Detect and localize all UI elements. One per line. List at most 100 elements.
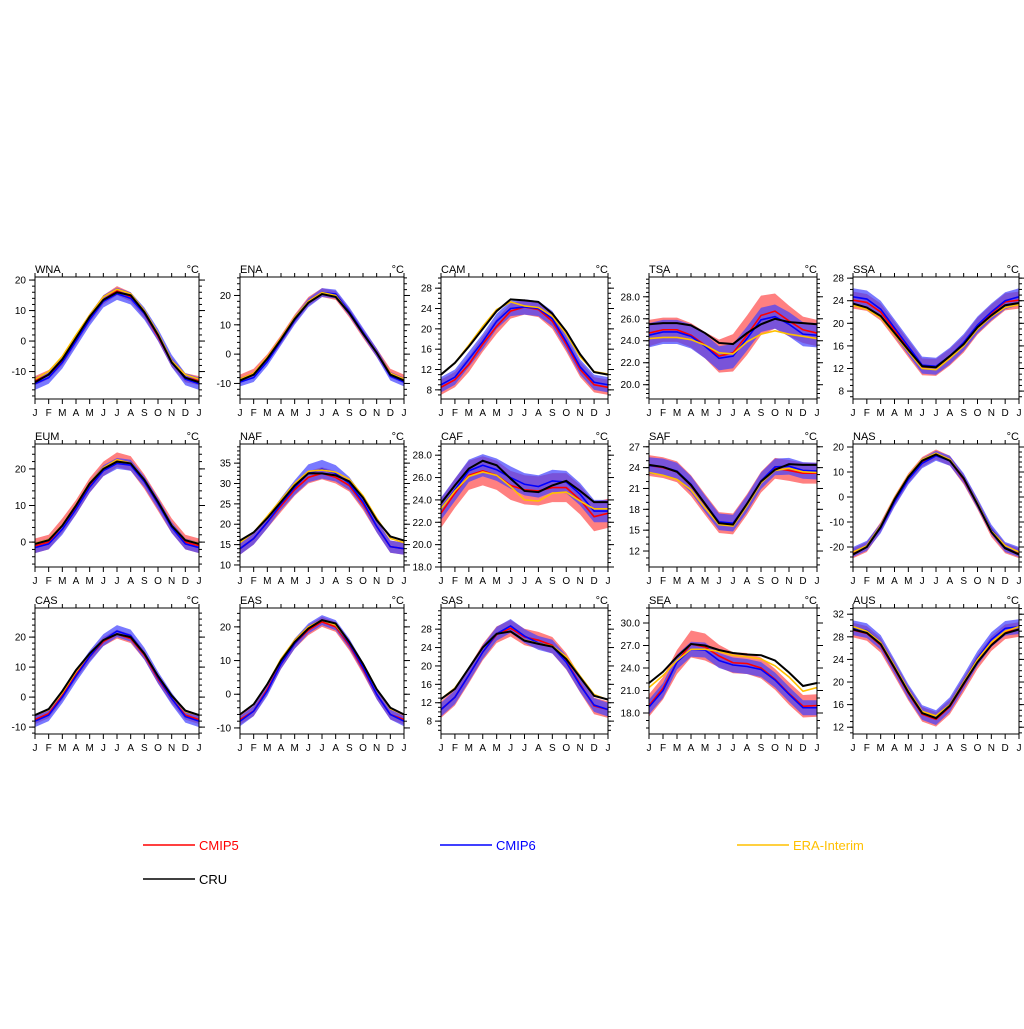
plot-area (35, 286, 199, 390)
y-tick-label: 0 (20, 538, 26, 549)
panel-title: CAM (441, 264, 465, 276)
y-tick-label: 0 (225, 690, 231, 701)
x-tick-label: S (960, 408, 967, 419)
panel-title: NAS (853, 431, 876, 443)
x-tick-label: O (771, 576, 779, 587)
x-tick-label: F (46, 408, 52, 419)
y-tick-label: 24.0 (413, 495, 433, 506)
unit-label: °C (392, 264, 404, 276)
x-tick-label: F (251, 743, 257, 754)
plot-frame (852, 276, 1020, 400)
era-line (240, 469, 404, 544)
x-tick-label: A (946, 743, 953, 754)
cmip6-range-band (35, 287, 199, 390)
x-tick-label: A (127, 576, 134, 587)
cru-line (240, 472, 404, 542)
unit-label: °C (187, 595, 199, 607)
cmip5-line (649, 310, 817, 358)
x-tick-label: S (346, 408, 353, 419)
x-tick-label: M (58, 576, 66, 587)
x-tick-label: A (278, 743, 285, 754)
x-tick-label: D (182, 408, 189, 419)
x-tick-label: D (1002, 576, 1009, 587)
x-tick-label: D (182, 576, 189, 587)
y-tick-label: 8 (426, 717, 432, 728)
x-tick-label: M (85, 743, 93, 754)
x-tick-label: J (402, 576, 407, 587)
cmip6-range-band (649, 641, 817, 716)
cru-line (441, 298, 608, 376)
x-tick-label: S (549, 408, 556, 419)
x-tick-label: J (306, 576, 311, 587)
cmip6-range-band (853, 619, 1019, 725)
y-tick-label: 26.0 (621, 314, 641, 325)
x-tick-label: A (891, 576, 898, 587)
y-tick-label: 0 (838, 493, 844, 504)
x-tick-label: D (590, 408, 597, 419)
x-tick-label: J (522, 743, 527, 754)
y-tick-label: 0 (225, 350, 231, 361)
x-tick-label: J (920, 576, 925, 587)
y-tick-label: 20 (833, 678, 845, 689)
x-tick-label: D (387, 743, 394, 754)
x-tick-label: M (492, 408, 500, 419)
x-tick-label: A (891, 743, 898, 754)
cru-line (240, 292, 404, 382)
panel-title: SAS (441, 595, 463, 607)
x-tick-label: A (479, 743, 486, 754)
x-tick-label: M (673, 576, 681, 587)
cmip6-line (240, 619, 404, 722)
x-tick-label: J (731, 576, 736, 587)
panel-title: NAF (240, 431, 262, 443)
cmip5-range-band (441, 619, 608, 718)
x-tick-label: J (197, 576, 202, 587)
cmip6-line (240, 468, 404, 550)
x-tick-label: J (606, 743, 611, 754)
x-tick-label: M (85, 576, 93, 587)
x-tick-label: N (988, 743, 995, 754)
y-tick-label: 27.0 (621, 641, 641, 652)
y-tick-label: 10 (220, 656, 232, 667)
x-tick-label: M (290, 408, 298, 419)
x-tick-label: J (934, 408, 939, 419)
legend-item-cru: CRU (143, 872, 227, 887)
cmip5-range-band (240, 616, 404, 725)
x-tick-label: J (1017, 576, 1022, 587)
x-tick-label: J (439, 743, 444, 754)
y-tick-label: 20 (15, 633, 27, 644)
x-tick-label: N (577, 408, 584, 419)
cru-line (853, 301, 1019, 369)
x-tick-label: F (864, 408, 870, 419)
y-tick-label: 21.0 (621, 686, 641, 697)
plot-area (853, 619, 1019, 727)
x-tick-label: D (387, 576, 394, 587)
x-tick-label: M (263, 408, 271, 419)
x-tick-label: J (1017, 743, 1022, 754)
x-tick-label: O (154, 743, 162, 754)
x-tick-label: S (758, 408, 765, 419)
x-tick-label: F (46, 576, 52, 587)
plot-area (441, 454, 608, 532)
x-tick-label: J (920, 408, 925, 419)
y-tick-label: 16 (421, 680, 433, 691)
x-tick-label: A (688, 743, 695, 754)
panel-title: TSA (649, 264, 671, 276)
era-line (649, 648, 817, 693)
x-tick-label: M (673, 743, 681, 754)
x-tick-label: S (758, 743, 765, 754)
panel-title: WNA (35, 264, 61, 276)
x-tick-label: N (373, 408, 380, 419)
x-tick-label: M (904, 576, 912, 587)
panel-title: SAF (649, 431, 671, 443)
cmip6-range-band (853, 450, 1019, 557)
x-tick-label: J (815, 408, 820, 419)
y-tick-label: -10 (217, 723, 232, 734)
x-tick-label: M (701, 743, 709, 754)
cru-line (441, 459, 608, 504)
